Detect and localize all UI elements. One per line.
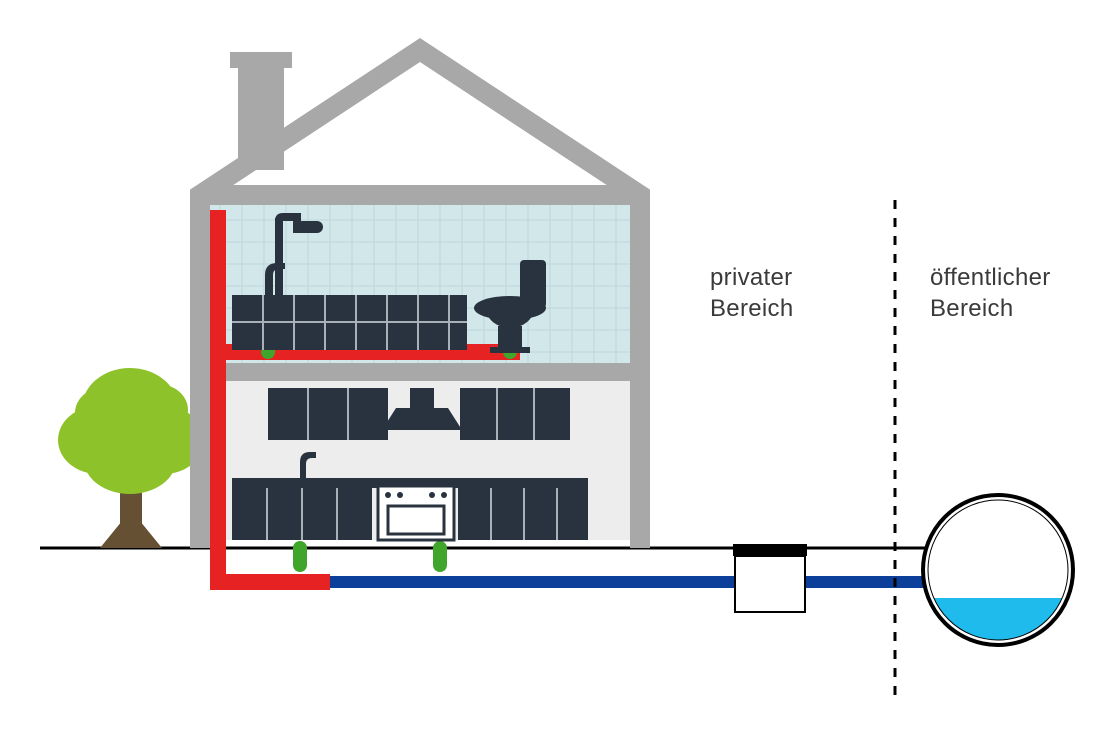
house-sewer-diagram bbox=[0, 0, 1112, 746]
floor-slab bbox=[200, 363, 640, 381]
diagram-stage: privater Bereich öffentlicher Bereich bbox=[0, 0, 1112, 746]
label-public-line1: öffentlicher bbox=[930, 262, 1051, 293]
label-private-line1: privater bbox=[710, 262, 793, 293]
label-public-line2: Bereich bbox=[930, 293, 1051, 324]
inspection-chamber-icon bbox=[733, 544, 807, 612]
chimney-icon bbox=[230, 52, 292, 170]
sewer-cross-section-icon bbox=[920, 495, 1080, 678]
label-private-line2: Bereich bbox=[710, 293, 793, 324]
oven-icon bbox=[378, 486, 454, 540]
label-public: öffentlicher Bereich bbox=[930, 262, 1051, 324]
tree-icon bbox=[58, 368, 204, 548]
label-private: privater Bereich bbox=[710, 262, 793, 324]
